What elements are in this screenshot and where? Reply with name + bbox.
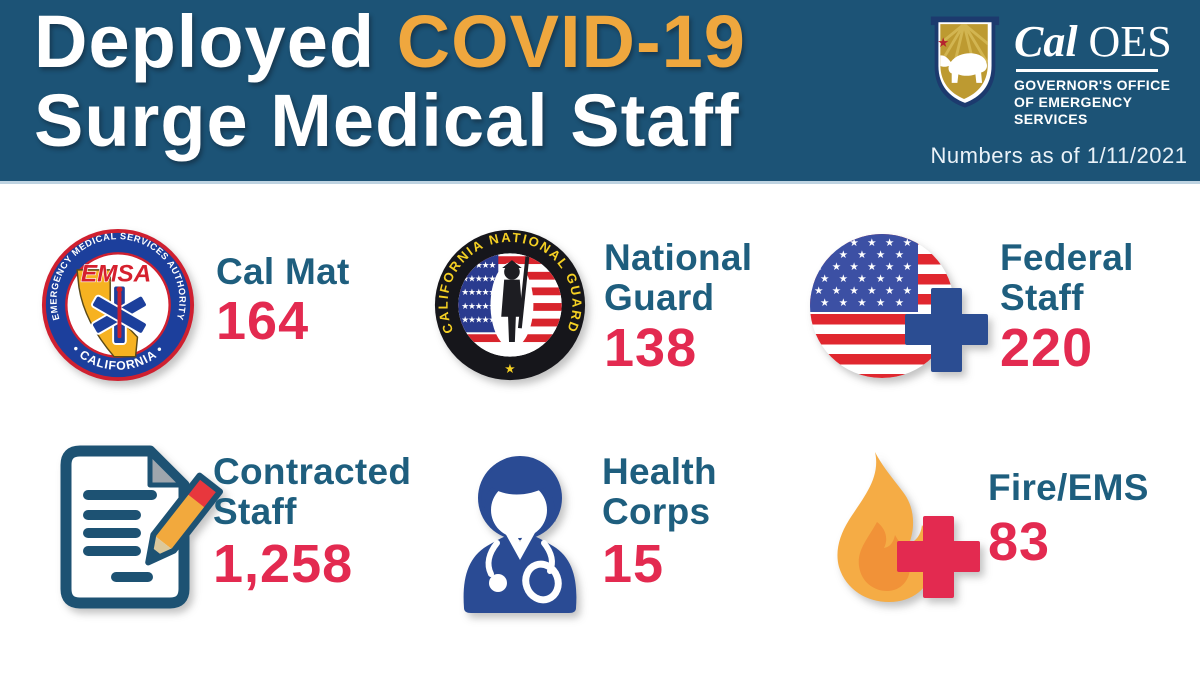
title-line1: Deployed COVID-19 (34, 0, 746, 83)
flame-inner (858, 522, 910, 591)
title-word-covid19: COVID-19 (396, 0, 746, 83)
v-neck (504, 526, 536, 560)
emsa-seal-icon: EMERGENCY MEDICAL SERVICES AUTHORITY • C… (40, 227, 196, 388)
stat-value: 220 (1000, 318, 1094, 378)
svg-text:★ ★ ★ ★ ★: ★ ★ ★ ★ ★ (820, 297, 904, 309)
us-flag-medical-cross-icon: ★ ★ ★ ★ ★ ★ ★ ★ ★ ★ ★ ★ ★ ★ ★ ★ ★ ★ ★ ★ … (806, 228, 991, 393)
stat-label-line1: Federal (1000, 237, 1134, 278)
bear-silhouette (940, 53, 987, 83)
stat-label: Fire/EMS (988, 467, 1149, 508)
header-banner: Deployed COVID-19 Surge Medical Staff (0, 0, 1200, 184)
stat-label-line2: Staff (1000, 277, 1084, 318)
flame-medical-cross-icon (815, 448, 995, 618)
svg-text:★ ★ ★ ★ ★ ★: ★ ★ ★ ★ ★ ★ (814, 261, 912, 273)
document-pencil-icon (52, 443, 227, 623)
canton-stars: ★ ★ ★ ★ ★ ★ ★ ★ ★ ★ ★ ★ ★ ★ ★ ★ ★ ★ ★ ★ … (814, 237, 912, 309)
stat-fire-ems: Fire/EMS 83 (988, 467, 1149, 572)
stat-health-corps: Health Corps 15 (602, 451, 717, 594)
date-note: Numbers as of 1/11/2021 (930, 143, 1188, 168)
stat-cal-mat: Cal Mat 164 (216, 251, 350, 351)
brand-name: Cal OES (1014, 20, 1200, 64)
pencil (145, 472, 224, 566)
page-title: Deployed COVID-19 Surge Medical Staff (34, 2, 746, 160)
stat-label-line2: Staff (213, 491, 297, 532)
folded-corner (147, 450, 185, 488)
stat-label: Cal Mat (216, 251, 350, 292)
stethoscope (485, 540, 562, 604)
national-guard-bottom-star: ★ (504, 362, 515, 376)
hair (481, 457, 561, 522)
caloes-wordmark: Cal OES GOVERNOR'S OFFICE OF EMERGENCY S… (1014, 12, 1200, 128)
stat-value: 164 (216, 291, 310, 351)
shield-star-icon: ★ (937, 35, 949, 50)
red-medical-cross (897, 516, 980, 598)
document-lines (83, 490, 157, 582)
title-line2: Surge Medical Staff (34, 79, 740, 162)
stat-national-guard: National Guard 138 (604, 237, 753, 378)
brand-tagline-2: OF EMERGENCY SERVICES (1013, 94, 1133, 127)
brand-name-cal: Cal (1013, 17, 1078, 66)
stat-label-line2: Guard (604, 277, 715, 318)
stat-contracted-staff: Contracted Staff 1,258 (213, 451, 412, 594)
medical-worker-icon (452, 440, 587, 623)
national-guard-seal-icon: ★ ★ ★ ★ ★ ★ ★ ★ ★ ★ ★ ★ ★ ★ ★ ★ ★ ★ ★ ★ … (432, 227, 588, 388)
svg-text:★ ★ ★ ★ ★: ★ ★ ★ ★ ★ (461, 260, 496, 270)
stat-value: 1,258 (213, 534, 354, 594)
canton-stars: ★ ★ ★ ★ ★ ★ ★ ★ ★ ★ ★ ★ ★ ★ ★ ★ ★ ★ ★ ★ … (461, 260, 496, 325)
stat-federal-staff: Federal Staff 220 (1000, 237, 1134, 378)
minuteman-figure (490, 256, 534, 348)
title-word-deployed: Deployed (34, 0, 376, 83)
caduceus-rod (116, 286, 123, 339)
svg-text:★ ★ ★ ★ ★: ★ ★ ★ ★ ★ (461, 287, 496, 297)
stat-label-line1: Contracted (213, 451, 412, 492)
brand-tagline-1: GOVERNOR'S OFFICE (1013, 77, 1171, 93)
stat-value: 15 (602, 534, 665, 594)
stat-label-line1: Health (602, 451, 717, 492)
stat-value: 138 (604, 318, 698, 378)
brand-divider (1015, 69, 1158, 72)
emsa-center-text: EMSA (81, 261, 151, 288)
stat-label-line1: National (604, 237, 753, 278)
svg-text:★ ★ ★ ★ ★ ★: ★ ★ ★ ★ ★ ★ (814, 285, 912, 297)
caloes-shield-icon: ★ (930, 16, 1000, 108)
svg-text:★ ★ ★ ★ ★: ★ ★ ★ ★ ★ (461, 315, 496, 325)
svg-text:★ ★ ★ ★ ★: ★ ★ ★ ★ ★ (820, 249, 904, 261)
brand-name-oes: OES (1077, 17, 1172, 66)
svg-text:★ ★ ★ ★ ★: ★ ★ ★ ★ ★ (461, 301, 496, 311)
stat-label-line2: Corps (602, 491, 711, 532)
stat-value: 83 (988, 512, 1051, 572)
svg-text:★ ★ ★ ★ ★ ★: ★ ★ ★ ★ ★ ★ (814, 237, 912, 249)
svg-text:★ ★ ★ ★ ★: ★ ★ ★ ★ ★ (461, 274, 496, 284)
caloes-logo: ★ Cal OES GOVERNOR'S OFFICE OF EMERGENCY… (928, 12, 1200, 128)
svg-text:★ ★ ★ ★ ★: ★ ★ ★ ★ ★ (820, 273, 904, 285)
blue-medical-cross (905, 288, 988, 372)
